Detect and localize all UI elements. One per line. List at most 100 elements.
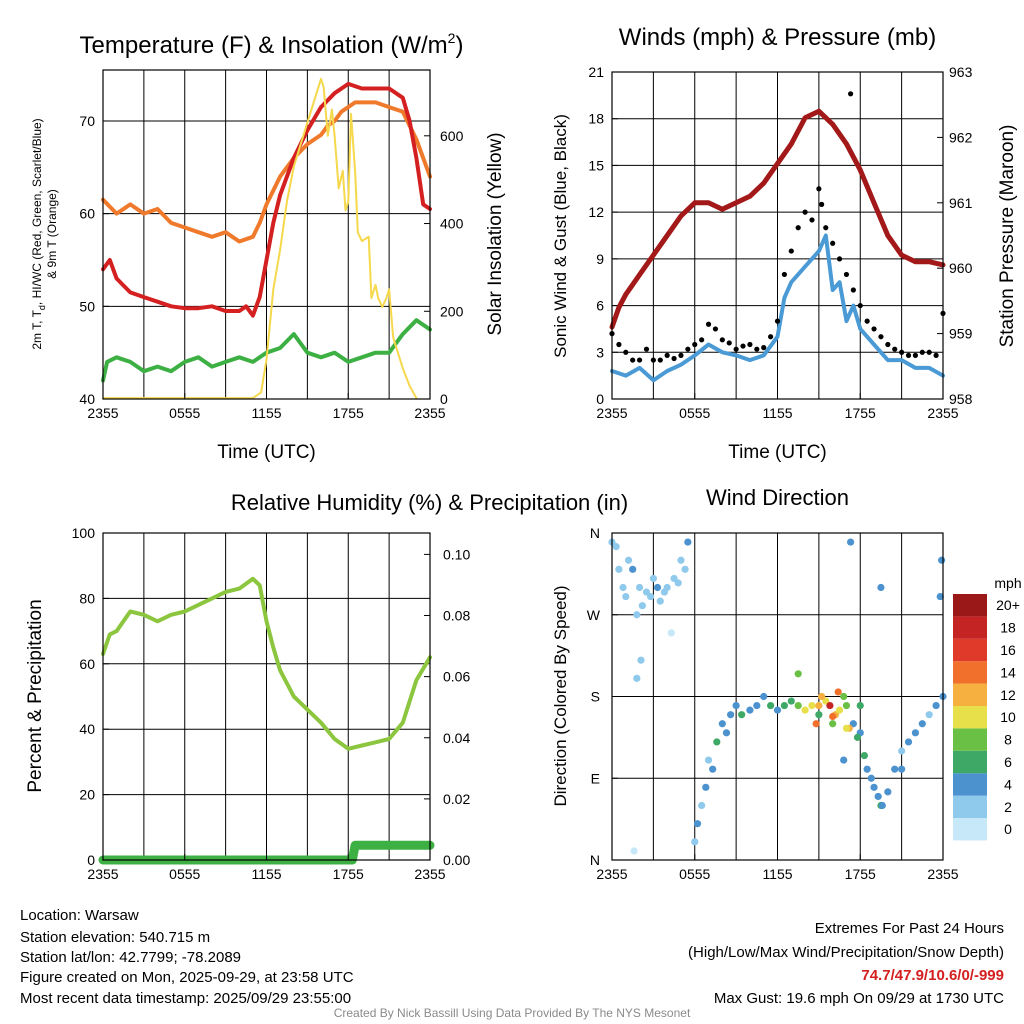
series-line-9m-t <box>101 100 432 244</box>
direction-point <box>787 697 795 705</box>
y-right-axis-label: Solar Insolation (Yellow) <box>485 132 506 335</box>
y-tick-label: 3 <box>596 344 604 360</box>
y-right-tick-label: 200 <box>440 303 464 319</box>
direction-point <box>815 711 823 719</box>
legend-title: mph <box>994 575 1021 591</box>
x-tick-label: 1155 <box>762 405 792 421</box>
gust-point <box>719 337 725 343</box>
direction-point <box>834 688 842 696</box>
y-right-tick-label: 959 <box>949 326 973 342</box>
gust-point <box>650 357 656 363</box>
y-right-tick-label: 961 <box>949 195 973 211</box>
extremes-title: Extremes For Past 24 Hours <box>814 920 1004 937</box>
y-tick-label: N <box>590 525 600 541</box>
speed-legend: mph 0 2 4 6 8 10 12 14 16 18 20+ <box>953 575 1022 841</box>
direction-point <box>698 801 706 810</box>
series-line-2m-td <box>101 318 432 383</box>
direction-point <box>904 738 913 746</box>
direction-point <box>709 765 717 773</box>
gust-point <box>816 186 822 192</box>
legend-label: 16 <box>1000 642 1016 658</box>
x-tick-label: 2355 <box>414 405 445 421</box>
y-right-tick-label: 600 <box>440 128 464 144</box>
y-axis-label: Direction (Colored By Speed) <box>551 585 570 806</box>
x-tick-label: 0555 <box>169 405 200 421</box>
x-tick-label: 1755 <box>333 866 364 882</box>
gust-point <box>678 352 684 358</box>
y-right-tick-label: 958 <box>949 391 973 407</box>
direction-point <box>722 729 731 737</box>
direction-point <box>746 706 754 714</box>
gust-point <box>857 302 863 309</box>
gust-point <box>933 352 939 358</box>
y-right-tick-label: 960 <box>949 260 973 276</box>
direction-point <box>808 701 816 710</box>
gust-point <box>657 357 663 363</box>
gust-point <box>885 341 891 348</box>
legend-label: 10 <box>1000 709 1016 725</box>
y-right-tick-label: 0 <box>440 391 448 407</box>
legend-swatch <box>953 728 987 751</box>
gust-point <box>802 209 808 215</box>
gust-point <box>878 334 884 340</box>
y-tick-label: 100 <box>72 525 96 541</box>
legend-label: 0 <box>1004 821 1012 837</box>
legend-label: 2 <box>1004 799 1012 815</box>
winds-chart: 0 3 6 9 12 15 18 21 958 959 960 961 962 963 2355 0555 11… <box>551 24 1018 463</box>
gust-point <box>623 349 629 355</box>
direction-point <box>702 783 710 791</box>
direction-point <box>829 712 837 721</box>
direction-point <box>677 556 685 564</box>
direction-point <box>884 788 892 796</box>
gust-point <box>864 318 870 324</box>
legend-swatch <box>953 616 987 639</box>
direction-point <box>835 706 844 714</box>
direction-point <box>615 565 623 573</box>
y-tick-label: 20 <box>79 787 95 803</box>
direction-point <box>878 801 886 810</box>
y-right-tick-label: 0.02 <box>443 791 470 807</box>
direction-point <box>663 583 671 592</box>
y-axis-label: Sonic Wind & Gust (Blue, Black) <box>551 114 570 358</box>
y-right-tick-label: 0.00 <box>443 852 470 868</box>
gust-point <box>919 349 925 355</box>
y-right-tick-label: 0.08 <box>443 608 470 624</box>
direction-point <box>633 674 641 682</box>
direction-point <box>633 611 641 619</box>
y-tick-label: S <box>591 689 600 705</box>
max-gust: Max Gust: 19.6 mph On 09/29 at 1730 UTC <box>713 990 1004 1007</box>
direction-point <box>647 592 655 601</box>
x-tick-label: 1155 <box>251 866 281 882</box>
x-tick-label: 2355 <box>87 405 118 421</box>
y-tick-label: 9 <box>596 251 604 267</box>
direction-point <box>898 765 906 773</box>
x-tick-label: 1155 <box>762 866 792 882</box>
direction-point <box>767 701 775 710</box>
y-tick-label: 21 <box>588 64 604 80</box>
legend-swatch <box>953 683 987 706</box>
y-tick-label: W <box>587 607 601 623</box>
gust-point <box>664 352 670 358</box>
y-tick-label: 15 <box>588 157 604 173</box>
direction-point <box>812 720 820 728</box>
y-right-tick-label: 0.10 <box>443 546 470 562</box>
gust-point <box>905 352 912 358</box>
humidity-chart: 0 20 40 60 80 100 0.00 0.02 0.04 0.06 0.08 0.10 2355… <box>25 490 628 882</box>
direction-point <box>842 701 851 710</box>
x-tick-label: 1755 <box>845 866 876 882</box>
y-tick-label: E <box>591 770 600 786</box>
gust-point <box>871 326 877 332</box>
footer-elevation: Station elevation: 540.715 m <box>20 929 211 946</box>
direction-point <box>860 751 868 760</box>
direction-point <box>667 629 675 637</box>
series-line-relative-humidity <box>101 576 432 751</box>
y-tick-label: 60 <box>79 656 95 672</box>
gust-point <box>836 256 843 262</box>
footer-recent: Most recent data timestamp: 2025/09/29 2… <box>20 990 352 1007</box>
x-tick-label: 0555 <box>679 866 710 882</box>
gust-point <box>726 340 732 346</box>
direction-point <box>918 720 926 728</box>
credit-text: Created By Nick Bassill Using Data Provi… <box>333 1006 691 1020</box>
y-tick-label: 0 <box>596 391 604 407</box>
